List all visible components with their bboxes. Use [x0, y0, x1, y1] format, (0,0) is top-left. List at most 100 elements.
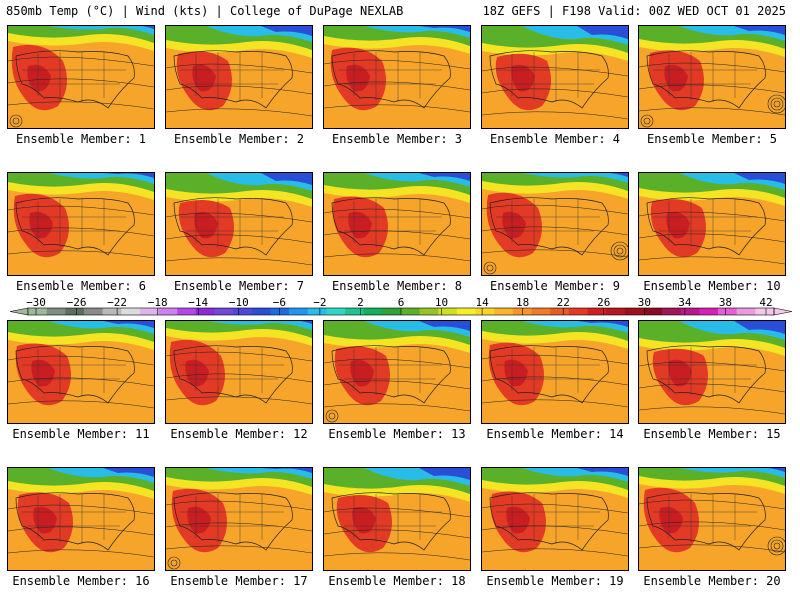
ensemble-member-panel: Ensemble Member: 11	[7, 320, 155, 441]
colorbar-tick-label: −10	[229, 296, 249, 309]
colorbar-arrow-low	[9, 307, 29, 316]
colorbar-tick-label: 6	[398, 296, 405, 309]
member-label: Ensemble Member: 13	[328, 427, 466, 441]
colorbar-tick-label: 42	[759, 296, 772, 309]
colorbar-swatch	[531, 308, 551, 315]
member-label: Ensemble Member: 16	[12, 574, 150, 588]
colorbar-swatch	[363, 308, 383, 315]
temperature-map	[165, 172, 313, 276]
colorbar-swatch	[233, 308, 253, 315]
colorbar-tick-label: 18	[516, 296, 529, 309]
ensemble-member-panel: Ensemble Member: 5	[638, 25, 786, 146]
colorbar-swatch	[102, 308, 122, 315]
member-label: Ensemble Member: 17	[170, 574, 308, 588]
colorbar-swatch	[587, 308, 607, 315]
colorbar-swatch	[662, 308, 682, 315]
member-label: Ensemble Member: 15	[643, 427, 781, 441]
member-label: Ensemble Member: 12	[170, 427, 308, 441]
ensemble-member-panel: Ensemble Member: 17	[165, 467, 313, 588]
ensemble-member-panel: Ensemble Member: 3	[323, 25, 471, 146]
colorbar-swatch	[550, 308, 570, 315]
temperature-map	[638, 467, 786, 571]
colorbar-swatch	[83, 308, 103, 315]
member-label: Ensemble Member: 11	[12, 427, 150, 441]
colorbar-swatch	[475, 308, 495, 315]
temperature-colorbar: −30 −26 −22 −18 −14 −10 −6 −2 2 6 10 14 18 22 26 30 34 38…	[9, 296, 793, 316]
temperature-map	[323, 467, 471, 571]
temperature-map	[7, 172, 155, 276]
colorbar-tick-label: −2	[313, 296, 326, 309]
product-title: 850mb Temp (°C) | Wind (kts) | College o…	[6, 4, 404, 18]
colorbar-swatch	[270, 308, 290, 315]
member-label: Ensemble Member: 5	[646, 132, 778, 146]
temperature-map	[165, 25, 313, 129]
colorbar-swatch	[699, 308, 719, 315]
colorbar-swatch	[643, 308, 663, 315]
ensemble-member-panel: Ensemble Member: 2	[165, 25, 313, 146]
temperature-map	[481, 25, 629, 129]
colorbar-tick-label: 10	[435, 296, 448, 309]
ensemble-member-panel: Ensemble Member: 12	[165, 320, 313, 441]
colorbar-swatch	[195, 308, 215, 315]
temperature-map	[481, 172, 629, 276]
colorbar-tick-label: −22	[107, 296, 127, 309]
member-label: Ensemble Member: 10	[643, 279, 781, 293]
temperature-map	[323, 172, 471, 276]
colorbar-tick-label: 30	[638, 296, 651, 309]
colorbar-swatch	[438, 308, 458, 315]
ensemble-member-panel: Ensemble Member: 1	[7, 25, 155, 146]
ensemble-member-panel: Ensemble Member: 13	[323, 320, 471, 441]
ensemble-member-panel: Ensemble Member: 9	[481, 172, 629, 293]
member-label: Ensemble Member: 2	[173, 132, 305, 146]
colorbar-swatch	[382, 308, 402, 315]
colorbar-swatch	[326, 308, 346, 315]
colorbar-tick-label: −14	[188, 296, 208, 309]
temperature-map	[638, 25, 786, 129]
ensemble-member-panel: Ensemble Member: 16	[7, 467, 155, 588]
valid-time: 18Z GEFS | F198 Valid: 00Z WED OCT 01 20…	[482, 4, 786, 18]
temperature-map	[481, 320, 629, 424]
ensemble-member-panel: Ensemble Member: 8	[323, 172, 471, 293]
colorbar-swatch	[419, 308, 439, 315]
colorbar-swatch	[46, 308, 66, 315]
member-label: Ensemble Member: 9	[489, 279, 621, 293]
colorbar-tick-label: 34	[678, 296, 692, 309]
colorbar-tick-label: −30	[26, 296, 46, 309]
colorbar-swatch	[289, 308, 309, 315]
colorbar-swatch	[680, 308, 700, 315]
temperature-map	[638, 172, 786, 276]
temperature-map	[165, 320, 313, 424]
ensemble-member-panel: Ensemble Member: 7	[165, 172, 313, 293]
colorbar-swatch	[718, 308, 737, 315]
member-label: Ensemble Member: 18	[328, 574, 466, 588]
colorbar-swatch	[139, 308, 159, 315]
colorbar-swatch	[214, 308, 234, 315]
colorbar-swatch	[401, 308, 420, 315]
ensemble-member-panel: Ensemble Member: 15	[638, 320, 786, 441]
colorbar-tick-label: −26	[67, 296, 87, 309]
colorbar-swatch	[456, 308, 476, 315]
colorbar-swatch	[494, 308, 514, 315]
colorbar-tick-label: −18	[148, 296, 168, 309]
colorbar-swatch	[345, 308, 364, 315]
colorbar-swatch	[307, 308, 327, 315]
temperature-map	[481, 467, 629, 571]
temperature-map	[7, 320, 155, 424]
member-label: Ensemble Member: 14	[486, 427, 624, 441]
colorbar-arrow-high	[773, 307, 793, 316]
colorbar-swatch	[28, 308, 47, 315]
ensemble-member-panel: Ensemble Member: 4	[481, 25, 629, 146]
colorbar-swatch	[65, 308, 85, 315]
temperature-map	[165, 467, 313, 571]
colorbar-swatch	[736, 308, 756, 315]
temperature-map	[638, 320, 786, 424]
colorbar-swatch	[755, 308, 775, 315]
temperature-map	[323, 25, 471, 129]
colorbar-tick-label: 38	[719, 296, 732, 309]
ensemble-member-panel: Ensemble Member: 10	[638, 172, 786, 293]
member-label: Ensemble Member: 20	[643, 574, 781, 588]
colorbar-tick-label: 2	[357, 296, 364, 309]
ensemble-member-panel: Ensemble Member: 18	[323, 467, 471, 588]
colorbar-swatch	[158, 308, 178, 315]
